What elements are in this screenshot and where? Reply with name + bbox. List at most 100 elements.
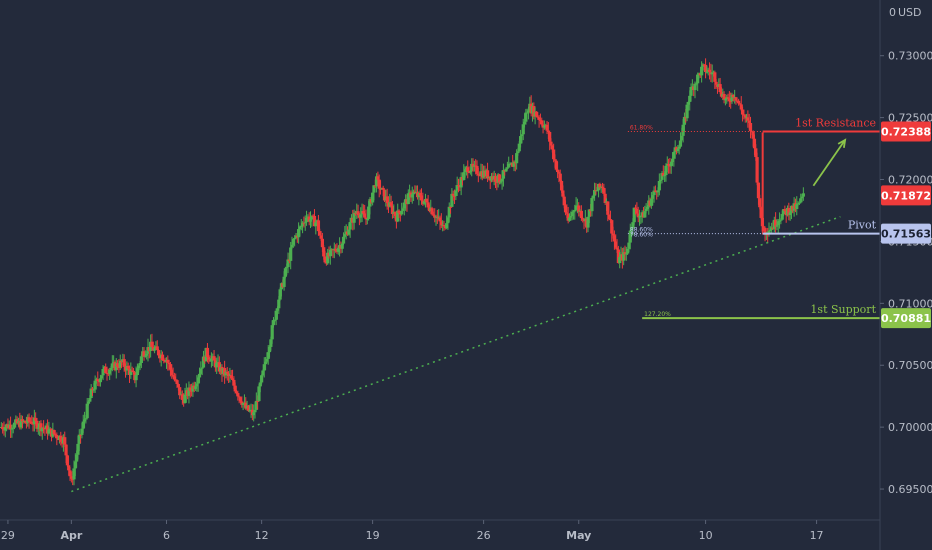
candle-down (608, 219, 613, 221)
candle-up (359, 214, 363, 218)
candle-up (100, 375, 104, 379)
candle-up (775, 225, 779, 227)
candle-down (212, 356, 216, 361)
candle-down (223, 368, 227, 376)
candle-down (577, 205, 581, 212)
candle-down (376, 176, 380, 180)
candle-down (334, 248, 338, 251)
candle-up (298, 226, 302, 230)
candle-down (364, 217, 368, 220)
candle-down (150, 341, 154, 348)
x-tick-label: May (566, 529, 591, 542)
candle-up (672, 151, 676, 159)
candle-up (567, 217, 572, 221)
candle-down (431, 214, 435, 216)
y-tick-label: 0.70500 (888, 359, 932, 372)
y-tick-label: 0.72500 (888, 112, 932, 125)
candle-down (64, 444, 68, 456)
candle-down (718, 84, 722, 93)
candle-down (565, 212, 569, 214)
x-axis[interactable]: 29 Apr 6 12 19 26 May 10 17 (1, 520, 824, 542)
candle-down (246, 405, 251, 411)
candle-down (726, 97, 730, 99)
candle-up (282, 276, 286, 287)
y-tick-label: 0.71000 (888, 297, 932, 310)
candle-up (310, 215, 314, 220)
candle-down (168, 364, 173, 370)
candle-down (554, 160, 558, 170)
candle-up (700, 66, 704, 76)
candle-up (799, 198, 803, 203)
candle-down (413, 191, 417, 193)
candle-down (729, 100, 733, 102)
candle-down (756, 182, 761, 199)
candle-up (678, 140, 683, 147)
candle-up (624, 253, 628, 255)
candle-down (751, 131, 755, 139)
candle-down (557, 172, 561, 174)
candle-down (606, 201, 610, 215)
candle-up (664, 165, 668, 176)
candle-down (377, 179, 381, 189)
candle-up (628, 230, 632, 243)
candle-down (230, 378, 235, 380)
candle-down (30, 421, 34, 424)
candle-up (12, 422, 17, 428)
candle-up (241, 403, 245, 405)
candle-down (68, 470, 72, 477)
candle-up (118, 360, 122, 368)
candle-down (225, 371, 229, 374)
candle-down (115, 363, 120, 368)
candle-up (781, 209, 786, 214)
candle-up (283, 268, 288, 277)
candle-up (470, 163, 474, 171)
candle-down (532, 105, 536, 117)
price-tag (881, 308, 931, 329)
candle-up (352, 212, 356, 223)
candle-up (644, 208, 648, 212)
candle-down (320, 238, 325, 248)
candle-down (172, 376, 177, 380)
candle-down (55, 434, 59, 439)
candle-up (86, 401, 91, 404)
y-axis-top-digit: 0 (889, 6, 896, 19)
candle-down (762, 226, 766, 228)
candle-up (777, 220, 782, 222)
ascending-trendline[interactable] (71, 215, 841, 493)
candle-up (263, 361, 268, 365)
candle-up (780, 213, 784, 220)
candle-down (537, 117, 541, 120)
candle-down (755, 157, 759, 183)
candle-down (752, 138, 757, 149)
candle-down (426, 202, 430, 208)
candle-up (258, 382, 262, 387)
candle-down (176, 384, 180, 388)
candle-up (693, 83, 697, 91)
candle-down (188, 387, 192, 391)
candle-up (401, 208, 405, 211)
candle-up (10, 428, 14, 430)
candle-up (656, 190, 660, 193)
candle-down (425, 198, 429, 203)
fib-percent: 127.20% (644, 311, 671, 318)
candle-down (559, 180, 564, 191)
candle-up (402, 202, 406, 209)
candle-down (739, 104, 743, 110)
candle-up (252, 412, 256, 416)
candle-down (27, 417, 31, 422)
x-tick-label: 10 (699, 529, 713, 542)
y-tick-label: 0.70000 (888, 421, 932, 434)
candle-down (442, 224, 446, 227)
candle-up (36, 427, 40, 429)
candle-down (234, 391, 239, 394)
candle-down (466, 167, 470, 172)
y-tick-label: 0.73000 (888, 50, 932, 63)
level-label: Pivot (848, 219, 877, 232)
candle-up (450, 193, 454, 207)
candle-down (307, 216, 311, 222)
candle-up (522, 121, 527, 125)
candle-down (707, 69, 712, 73)
candle-down (636, 213, 640, 218)
candle-down (471, 163, 475, 167)
